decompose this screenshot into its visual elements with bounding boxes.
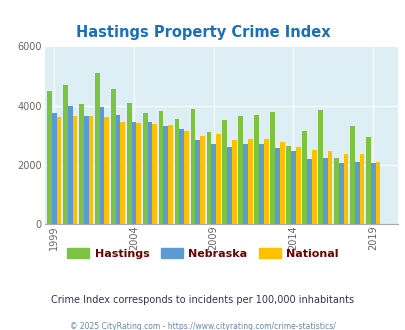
Text: Crime Index corresponds to incidents per 100,000 inhabitants: Crime Index corresponds to incidents per…: [51, 295, 354, 305]
Bar: [68, 106, 72, 224]
Bar: [104, 116, 109, 224]
Bar: [359, 154, 364, 224]
Bar: [290, 151, 295, 224]
Bar: [79, 104, 83, 224]
Bar: [333, 157, 338, 224]
Bar: [174, 119, 179, 224]
Bar: [286, 146, 290, 224]
Bar: [126, 103, 131, 224]
Bar: [349, 126, 354, 224]
Bar: [136, 123, 141, 224]
Bar: [343, 154, 347, 224]
Bar: [200, 136, 205, 224]
Bar: [258, 144, 263, 224]
Bar: [195, 140, 200, 224]
Bar: [143, 113, 147, 224]
Bar: [147, 122, 152, 224]
Bar: [306, 159, 311, 224]
Bar: [83, 116, 88, 224]
Bar: [365, 137, 370, 224]
Bar: [322, 157, 327, 224]
Text: Hastings Property Crime Index: Hastings Property Crime Index: [75, 25, 330, 40]
Bar: [56, 117, 61, 224]
Bar: [158, 111, 163, 224]
Bar: [279, 143, 284, 224]
Bar: [52, 113, 56, 224]
Bar: [254, 115, 258, 224]
Bar: [72, 116, 77, 224]
Bar: [63, 85, 68, 224]
Bar: [120, 122, 125, 224]
Bar: [222, 120, 227, 224]
Bar: [295, 148, 300, 224]
Bar: [275, 148, 279, 224]
Bar: [375, 162, 379, 224]
Bar: [131, 122, 136, 224]
Bar: [206, 132, 211, 224]
Bar: [232, 140, 236, 224]
Bar: [327, 151, 332, 224]
Bar: [168, 125, 173, 224]
Bar: [152, 124, 157, 224]
Bar: [88, 116, 93, 224]
Text: © 2025 CityRating.com - https://www.cityrating.com/crime-statistics/: © 2025 CityRating.com - https://www.city…: [70, 322, 335, 330]
Bar: [318, 110, 322, 224]
Bar: [247, 139, 252, 224]
Bar: [270, 112, 275, 224]
Bar: [370, 163, 375, 224]
Bar: [311, 150, 316, 224]
Bar: [354, 162, 359, 224]
Bar: [243, 144, 247, 224]
Bar: [163, 126, 168, 224]
Bar: [211, 144, 215, 224]
Bar: [338, 163, 343, 224]
Bar: [238, 116, 243, 224]
Bar: [301, 131, 306, 224]
Bar: [115, 115, 120, 224]
Legend: Hastings, Nebraska, National: Hastings, Nebraska, National: [62, 244, 343, 263]
Bar: [263, 140, 268, 224]
Bar: [47, 91, 52, 224]
Bar: [215, 134, 220, 224]
Bar: [179, 129, 184, 224]
Bar: [111, 89, 115, 224]
Bar: [184, 131, 188, 224]
Bar: [100, 107, 104, 224]
Bar: [227, 147, 232, 224]
Bar: [95, 73, 100, 224]
Bar: [190, 109, 195, 224]
